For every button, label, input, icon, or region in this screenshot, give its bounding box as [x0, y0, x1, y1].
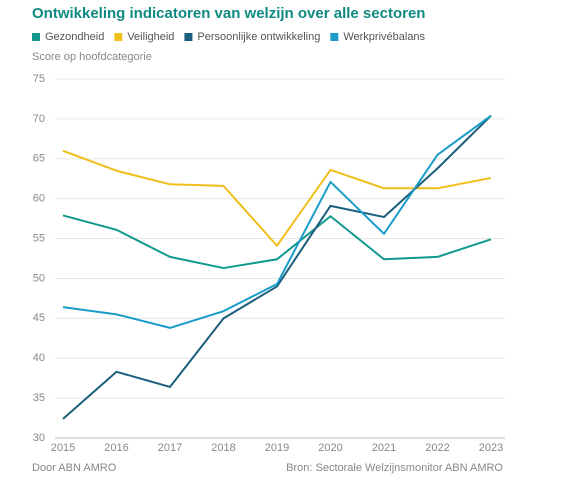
legend-label: Werkprivébalans	[343, 31, 425, 43]
legend-label: Persoonlijke ontwikkeling	[197, 31, 320, 43]
y-tick-label: 40	[33, 352, 45, 364]
y-axis-label: Score op hoofdcategorie	[32, 51, 152, 63]
y-tick-label: 30	[33, 432, 45, 444]
series-line	[62, 214, 492, 270]
series-line	[62, 149, 492, 247]
y-tick-label: 45	[33, 312, 45, 324]
legend-swatch	[184, 33, 193, 41]
x-tick-label: 2016	[104, 442, 128, 454]
x-tick-label: 2021	[372, 442, 396, 454]
y-tick-label: 60	[33, 193, 45, 205]
x-tick-label: 2022	[425, 442, 449, 454]
legend-swatch	[330, 33, 339, 41]
y-tick-label: 65	[33, 153, 45, 165]
y-tick-label: 35	[33, 392, 45, 404]
legend-label: Veiligheid	[127, 31, 174, 43]
x-tick-label: 2023	[479, 442, 503, 454]
x-tick-label: 2018	[211, 442, 235, 454]
series-line	[62, 114, 492, 329]
x-tick-label: 2020	[318, 442, 342, 454]
y-tick-label: 70	[33, 113, 45, 125]
x-tick-label: 2019	[265, 442, 289, 454]
legend-swatch	[114, 33, 123, 41]
x-tick-label: 2015	[51, 442, 75, 454]
y-tick-label: 75	[33, 73, 45, 85]
legend-label: Gezondheid	[45, 31, 104, 43]
legend-swatch	[32, 33, 40, 41]
x-tick-label: 2017	[158, 442, 182, 454]
y-tick-label: 55	[33, 232, 45, 244]
chart-title: Ontwikkeling indicatoren van welzijn ove…	[32, 5, 425, 22]
footer-right: Bron: Sectorale Welzijnsmonitor ABN AMRO	[286, 462, 503, 474]
y-tick-label: 50	[33, 272, 45, 284]
series-line	[62, 114, 492, 420]
footer-left: Door ABN AMRO	[32, 462, 117, 474]
